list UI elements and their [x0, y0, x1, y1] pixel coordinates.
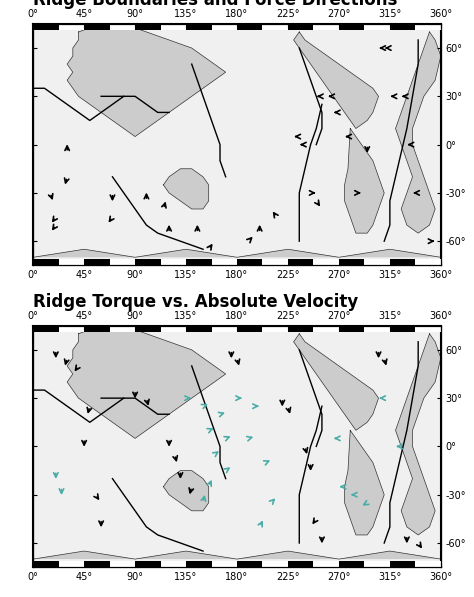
Bar [59, 326, 84, 332]
Bar [84, 259, 109, 265]
Bar [237, 561, 263, 567]
Polygon shape [395, 334, 441, 535]
Bar [211, 24, 237, 30]
Bar [313, 561, 339, 567]
Bar [135, 326, 161, 332]
Text: Ridge Torque vs. Absolute Velocity: Ridge Torque vs. Absolute Velocity [33, 293, 358, 310]
Bar [161, 259, 186, 265]
Bar [211, 326, 237, 332]
Bar [263, 326, 288, 332]
Bar [415, 259, 441, 265]
Bar [288, 326, 313, 332]
Bar [59, 561, 84, 567]
Bar [161, 326, 186, 332]
Bar [415, 24, 441, 30]
Bar [186, 24, 211, 30]
Bar [288, 259, 313, 265]
Polygon shape [33, 249, 441, 257]
Bar [365, 24, 390, 30]
Polygon shape [164, 169, 209, 209]
Bar [161, 561, 186, 567]
Bar [365, 259, 390, 265]
Bar [263, 561, 288, 567]
Bar [59, 259, 84, 265]
Bar [313, 24, 339, 30]
Bar [415, 326, 441, 332]
Bar [237, 326, 263, 332]
Bar [109, 24, 135, 30]
Bar [339, 259, 365, 265]
Bar [390, 326, 415, 332]
Bar [109, 326, 135, 332]
Bar [415, 561, 441, 567]
Bar [339, 561, 365, 567]
Bar [288, 561, 313, 567]
Bar [33, 326, 59, 332]
Bar [186, 561, 211, 567]
Polygon shape [33, 551, 441, 559]
Bar [339, 326, 365, 332]
Bar [84, 24, 109, 30]
Polygon shape [395, 32, 441, 233]
Bar [33, 259, 59, 265]
Bar [211, 259, 237, 265]
Bar [135, 24, 161, 30]
Bar [390, 259, 415, 265]
Bar [135, 259, 161, 265]
Polygon shape [67, 24, 226, 137]
Bar [237, 24, 263, 30]
Bar [33, 24, 59, 30]
Bar [84, 561, 109, 567]
Bar [263, 259, 288, 265]
Bar [313, 259, 339, 265]
Bar [365, 561, 390, 567]
Polygon shape [293, 32, 379, 128]
Bar [59, 24, 84, 30]
Polygon shape [345, 430, 384, 535]
Bar [365, 326, 390, 332]
Bar [109, 561, 135, 567]
Polygon shape [345, 128, 384, 233]
Bar [33, 561, 59, 567]
Bar [161, 24, 186, 30]
Bar [211, 561, 237, 567]
Bar [390, 24, 415, 30]
Text: Ridge Boundaries and Force Directions: Ridge Boundaries and Force Directions [33, 0, 398, 9]
Bar [186, 259, 211, 265]
Polygon shape [164, 470, 209, 511]
Bar [313, 326, 339, 332]
Polygon shape [293, 334, 379, 430]
Bar [84, 326, 109, 332]
Bar [263, 24, 288, 30]
Bar [237, 259, 263, 265]
Bar [109, 259, 135, 265]
Bar [186, 326, 211, 332]
Polygon shape [67, 326, 226, 438]
Bar [288, 24, 313, 30]
Bar [339, 24, 365, 30]
Bar [135, 561, 161, 567]
Bar [390, 561, 415, 567]
